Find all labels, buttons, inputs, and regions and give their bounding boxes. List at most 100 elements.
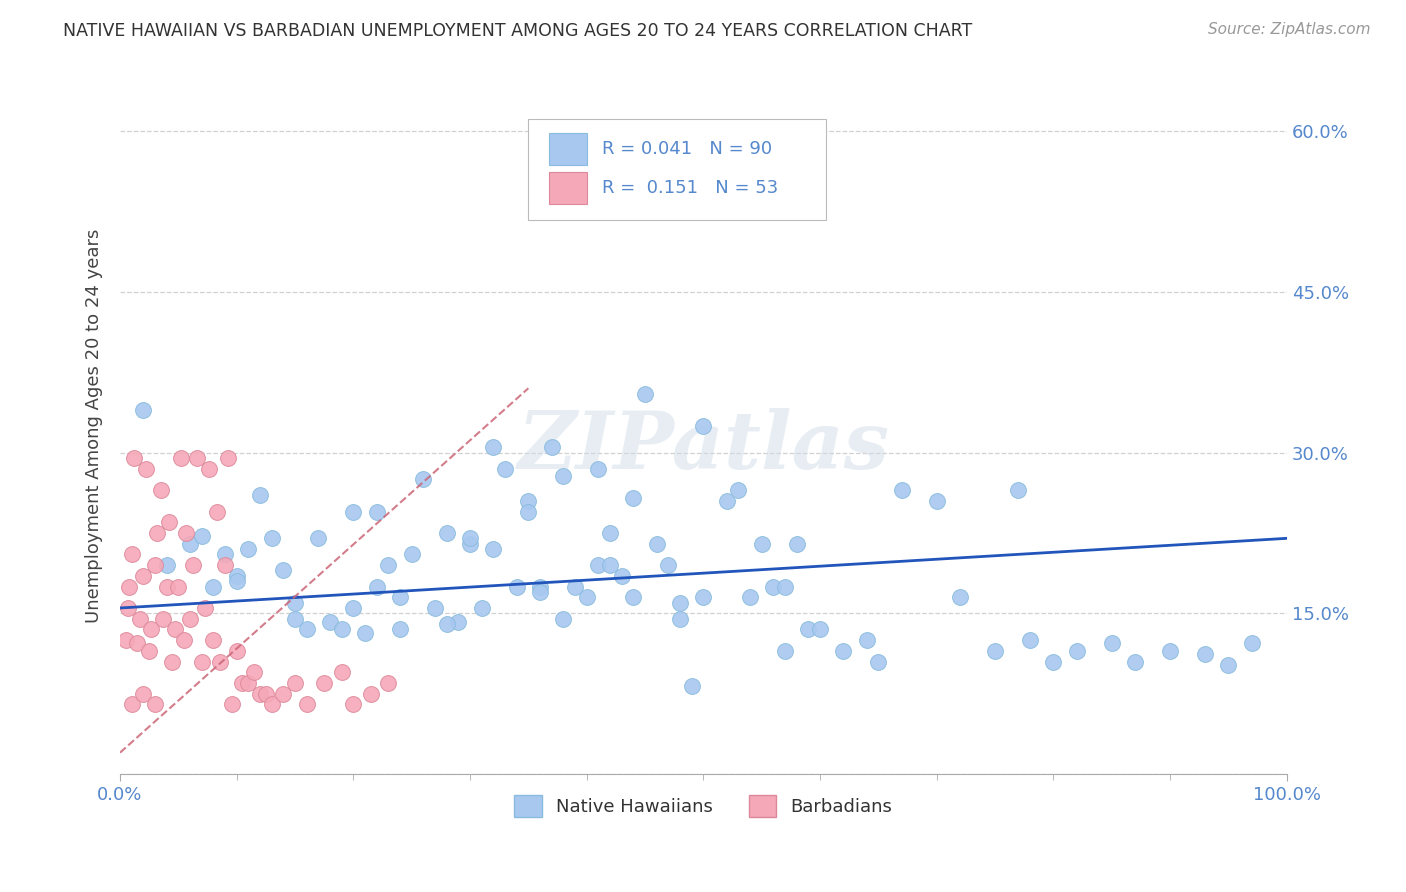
Point <box>669 596 692 610</box>
Point <box>517 504 540 518</box>
Point <box>284 612 307 626</box>
Point <box>575 591 598 605</box>
Point <box>231 676 253 690</box>
Point <box>209 655 232 669</box>
Point <box>1042 655 1064 669</box>
Point <box>681 679 703 693</box>
Point <box>868 655 890 669</box>
Point <box>176 525 198 540</box>
Point <box>132 569 155 583</box>
Point <box>156 558 179 573</box>
Point <box>751 537 773 551</box>
Point <box>494 461 516 475</box>
Point <box>773 580 796 594</box>
Point <box>669 612 692 626</box>
Point <box>588 558 610 573</box>
Point <box>197 461 219 475</box>
Point <box>762 580 785 594</box>
Point <box>389 623 412 637</box>
Point <box>295 623 318 637</box>
Point <box>202 633 225 648</box>
Point <box>143 698 166 712</box>
Point <box>692 418 714 433</box>
Point <box>716 493 738 508</box>
Point <box>243 665 266 680</box>
Point <box>249 488 271 502</box>
Text: R = 0.041   N = 90: R = 0.041 N = 90 <box>602 140 772 158</box>
Point <box>132 687 155 701</box>
Point <box>138 644 160 658</box>
Point <box>366 580 388 594</box>
Point <box>202 580 225 594</box>
Point <box>218 450 240 465</box>
Point <box>786 537 808 551</box>
Point <box>273 687 295 701</box>
Point <box>146 525 169 540</box>
Point <box>152 612 174 626</box>
Point <box>1240 636 1263 650</box>
Point <box>890 483 912 497</box>
Point <box>295 698 318 712</box>
Point <box>179 537 201 551</box>
Point <box>225 644 247 658</box>
Point <box>114 633 136 648</box>
Point <box>738 591 761 605</box>
Text: ZIPatlas: ZIPatlas <box>517 408 890 485</box>
Point <box>471 601 494 615</box>
Point <box>423 601 446 615</box>
Point <box>225 569 247 583</box>
Point <box>458 532 481 546</box>
Point <box>832 644 855 658</box>
Point <box>621 491 644 505</box>
Point <box>645 537 668 551</box>
Point <box>186 450 208 465</box>
Point <box>1123 655 1146 669</box>
FancyBboxPatch shape <box>529 120 825 220</box>
Point <box>553 612 575 626</box>
Point <box>190 655 212 669</box>
FancyBboxPatch shape <box>550 133 586 165</box>
Point <box>610 569 633 583</box>
Point <box>540 440 562 454</box>
Point <box>260 698 283 712</box>
Point <box>553 469 575 483</box>
Point <box>141 623 163 637</box>
Point <box>377 676 399 690</box>
Point <box>517 493 540 508</box>
Point <box>599 558 621 573</box>
Point <box>773 644 796 658</box>
Point <box>307 532 329 546</box>
Point <box>225 574 247 589</box>
Point <box>157 515 180 529</box>
Point <box>284 596 307 610</box>
Point <box>529 585 551 599</box>
Point <box>599 525 621 540</box>
Point <box>127 636 149 650</box>
Point <box>692 591 714 605</box>
Point <box>855 633 877 648</box>
Point <box>621 591 644 605</box>
Point <box>132 402 155 417</box>
Point <box>149 483 172 497</box>
Point <box>121 698 143 712</box>
Point <box>447 615 470 629</box>
Point <box>436 617 458 632</box>
Point <box>482 440 505 454</box>
Point <box>143 558 166 573</box>
Point <box>221 698 243 712</box>
Point <box>122 450 145 465</box>
Text: Source: ZipAtlas.com: Source: ZipAtlas.com <box>1208 22 1371 37</box>
Point <box>163 623 186 637</box>
Point <box>389 591 412 605</box>
Point <box>412 472 434 486</box>
Point <box>588 461 610 475</box>
Point <box>797 623 820 637</box>
Point <box>249 687 271 701</box>
Point <box>214 548 236 562</box>
Point <box>284 676 307 690</box>
Point <box>377 558 399 573</box>
Point <box>529 580 551 594</box>
Point <box>273 564 295 578</box>
FancyBboxPatch shape <box>550 172 586 204</box>
Point <box>128 612 150 626</box>
